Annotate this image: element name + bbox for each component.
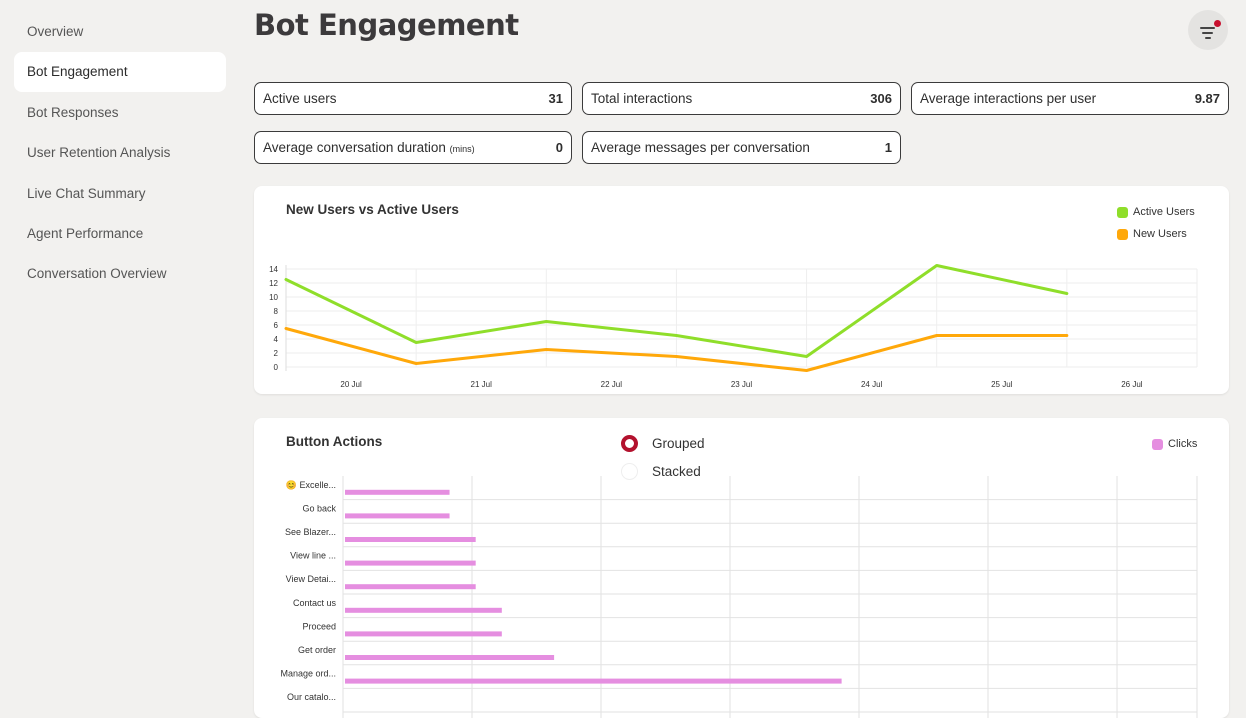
stat-active-users: Active users 31 [254, 82, 572, 115]
bar [345, 584, 476, 590]
y-tick-label: 0 [274, 363, 279, 372]
category-label: Proceed [302, 621, 336, 631]
sidebar-item-bot-engagement[interactable]: Bot Engagement [14, 52, 226, 93]
series-line [284, 327, 1069, 372]
bar [345, 678, 842, 684]
stat-average-conversation-duration: Average conversation duration (mins) 0 [254, 131, 572, 164]
sidebar-item-bot-responses[interactable]: Bot Responses [27, 104, 119, 120]
stat-label: Active users [263, 91, 337, 106]
bar [345, 537, 476, 542]
bar [345, 489, 450, 495]
sidebar-item-live-chat-summary[interactable]: Live Chat Summary [27, 185, 146, 201]
legend-label: Active Users [1133, 206, 1195, 218]
users-chart-title: New Users vs Active Users [286, 202, 459, 217]
legend-swatch [1152, 438, 1163, 450]
x-tick-label: 24 Jul [861, 380, 883, 389]
stat-label: Average interactions per user [920, 91, 1097, 106]
stat-average-messages-per-conversation: Average messages per conversation 1 [582, 131, 901, 164]
y-tick-label: 2 [274, 349, 279, 358]
sidebar-item-user-retention-analysis[interactable]: User Retention Analysis [27, 145, 171, 161]
category-label: Our catalo... [287, 692, 336, 702]
sidebar: Overview Bot Engagement Bot Responses Us… [14, 12, 226, 295]
category-label: Contact us [293, 598, 337, 608]
stat-unit: (mins) [449, 144, 475, 154]
y-tick-label: 12 [269, 279, 278, 288]
y-tick-label: 14 [269, 265, 278, 274]
stat-value: 31 [548, 91, 563, 106]
sidebar-item-agent-performance[interactable]: Agent Performance [27, 225, 144, 241]
button-actions-card: Button Actions Grouped Stacked Clicks 😊 … [254, 418, 1229, 718]
bar [345, 560, 476, 566]
legend-label: New Users [1133, 228, 1187, 240]
legend-new-users[interactable]: New Users [1117, 228, 1187, 240]
users-chart-card: New Users vs Active Users Active Users N… [254, 186, 1229, 394]
y-tick-label: 8 [274, 307, 279, 316]
x-tick-label: 20 Jul [340, 380, 362, 389]
category-label: View Detai... [286, 574, 336, 584]
legend-swatch [1117, 228, 1128, 240]
radio-label: Stacked [652, 464, 701, 479]
x-tick-label: 26 Jul [1121, 380, 1143, 389]
stat-value: 9.87 [1194, 91, 1220, 106]
page-title: Bot Engagement [254, 8, 519, 42]
bar [345, 607, 502, 613]
radio-unselected[interactable] [621, 463, 638, 480]
sidebar-item-overview[interactable]: Overview [27, 24, 84, 39]
x-tick-label: 25 Jul [991, 380, 1013, 389]
bar [345, 513, 450, 519]
category-label: 😊 Excelle... [286, 480, 336, 490]
category-label: Manage ord... [280, 669, 336, 679]
x-tick-label: 22 Jul [601, 380, 623, 389]
legend-swatch [1117, 206, 1128, 218]
users-line-chart: 0 2 4 6 8 10 12 14 20 Jul 21 Jul 22 Jul 23 Jul 24 Ju… [269, 264, 1198, 389]
category-label: Get order [298, 645, 336, 655]
stat-label: Total interactions [591, 91, 693, 106]
radio-label: Grouped [652, 436, 705, 451]
mode-grouped-radio[interactable]: Grouped [621, 435, 705, 452]
button-actions-bar-chart: 😊 Excelle... Go back See Blazer... View lin… [280, 476, 1198, 718]
filter-button[interactable] [1188, 10, 1228, 50]
x-tick-label: 23 Jul [731, 380, 753, 389]
category-label: View line ... [290, 551, 336, 561]
mode-stacked-radio[interactable]: Stacked [621, 463, 701, 480]
stat-label: Average conversation duration (mins) [263, 140, 475, 155]
y-tick-label: 4 [274, 335, 279, 344]
legend-label: Clicks [1168, 438, 1198, 450]
stat-total-interactions: Total interactions 306 [582, 82, 901, 115]
stat-value: 306 [870, 91, 892, 106]
y-tick-label: 6 [274, 321, 279, 330]
stat-value: 0 [555, 140, 563, 155]
y-tick-label: 10 [269, 293, 278, 302]
legend-active-users[interactable]: Active Users [1117, 206, 1195, 218]
stat-label: Average messages per conversation [591, 140, 810, 155]
stat-value: 1 [884, 140, 892, 155]
sidebar-item-conversation-overview[interactable]: Conversation Overview [27, 266, 167, 282]
stat-average-interactions-per-user: Average interactions per user 9.87 [911, 82, 1229, 115]
series-line [284, 264, 1069, 358]
category-label: Go back [302, 503, 336, 513]
button-actions-title: Button Actions [286, 434, 383, 449]
bar [345, 655, 555, 660]
bar [345, 631, 502, 637]
filter-badge [1214, 20, 1221, 27]
x-tick-label: 21 Jul [471, 380, 493, 389]
radio-selected[interactable] [621, 435, 638, 452]
legend-clicks[interactable]: Clicks [1152, 438, 1197, 450]
category-label: See Blazer... [285, 527, 336, 537]
